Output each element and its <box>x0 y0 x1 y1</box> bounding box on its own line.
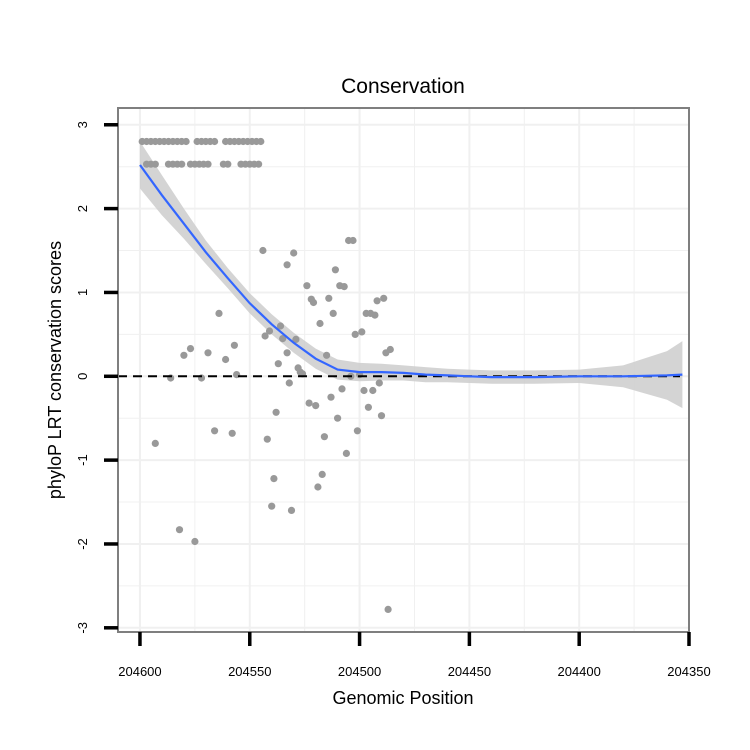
x-axis-title: Genomic Position <box>332 688 473 708</box>
x-tick-label: 204500 <box>338 664 381 679</box>
data-point <box>279 335 287 343</box>
data-point <box>338 385 346 393</box>
data-point <box>358 328 366 336</box>
y-tick-label: 1 <box>75 289 90 296</box>
data-point <box>228 429 236 437</box>
data-point <box>309 298 318 307</box>
data-point <box>175 526 184 534</box>
data-point <box>312 402 320 410</box>
data-point <box>255 160 263 168</box>
data-point <box>327 393 335 401</box>
data-point <box>180 351 188 359</box>
data-point <box>211 427 219 435</box>
data-point <box>285 379 293 387</box>
data-point <box>215 309 223 317</box>
data-point <box>257 137 265 146</box>
data-point <box>290 249 298 257</box>
data-point <box>178 160 186 168</box>
data-point <box>380 294 388 302</box>
data-point <box>287 506 296 514</box>
confidence-band <box>140 141 683 409</box>
smooth-line <box>139 164 683 379</box>
data-point <box>384 605 392 614</box>
data-point <box>360 386 368 395</box>
data-point <box>353 427 361 435</box>
data-point <box>211 137 219 146</box>
smooth-curve <box>139 164 683 379</box>
data-point <box>340 283 348 291</box>
y-tick-label: -3 <box>75 622 90 634</box>
data-point <box>276 322 285 330</box>
data-point <box>349 236 357 245</box>
data-point <box>342 449 350 457</box>
data-point <box>268 502 276 510</box>
data-point <box>283 349 291 357</box>
data-point <box>351 330 359 338</box>
data-point <box>371 311 379 319</box>
y-tick-label: 3 <box>75 121 90 128</box>
data-point <box>263 435 271 443</box>
data-point <box>377 412 386 420</box>
x-tick-label: 204450 <box>448 664 491 679</box>
data-point <box>272 408 280 416</box>
data-point <box>224 160 232 168</box>
x-tick-label: 204550 <box>228 664 271 679</box>
data-point <box>186 345 195 353</box>
data-point <box>364 403 372 411</box>
data-point <box>261 332 269 340</box>
data-point <box>320 433 328 441</box>
x-tick-label: 204600 <box>118 664 161 679</box>
data-point <box>329 309 337 317</box>
y-axis-title: phyloP LRT conservation scores <box>45 241 65 499</box>
data-point <box>151 439 159 447</box>
data-point <box>259 246 267 255</box>
data-point <box>230 341 238 349</box>
data-point <box>369 386 377 395</box>
y-tick-label: -1 <box>75 454 90 466</box>
y-tick-label: -2 <box>75 538 90 550</box>
data-point <box>331 266 339 274</box>
data-point <box>151 160 159 168</box>
data-point <box>292 335 300 343</box>
data-point <box>204 349 212 357</box>
confidence-band-area <box>140 141 683 409</box>
data-point <box>375 379 383 387</box>
data-point <box>316 319 324 328</box>
data-point <box>182 137 190 146</box>
data-point <box>323 351 331 359</box>
y-axis: -3 -2 -1 0 1 2 3 <box>75 121 118 634</box>
data-point <box>314 483 322 491</box>
x-tick-label: 204350 <box>667 664 710 679</box>
data-point <box>303 282 311 290</box>
data-point <box>274 360 282 368</box>
data-points <box>138 137 394 614</box>
panel-border <box>117 107 690 633</box>
data-point <box>270 475 278 483</box>
data-point <box>222 355 230 364</box>
data-point <box>265 327 274 335</box>
data-point <box>204 160 212 168</box>
data-point <box>283 261 291 269</box>
data-point <box>334 414 342 422</box>
data-point <box>191 537 199 546</box>
y-tick-label: 2 <box>75 205 90 212</box>
y-tick-label: 0 <box>75 373 90 380</box>
x-axis: 204600 204550 204500 204450 204400 204350 <box>118 632 711 679</box>
x-tick-label: 204400 <box>557 664 600 679</box>
data-point <box>318 470 326 478</box>
data-point <box>305 399 313 407</box>
data-point <box>325 294 333 302</box>
data-point <box>386 345 394 354</box>
data-point <box>373 297 381 305</box>
chart-title: Conservation <box>341 75 465 98</box>
